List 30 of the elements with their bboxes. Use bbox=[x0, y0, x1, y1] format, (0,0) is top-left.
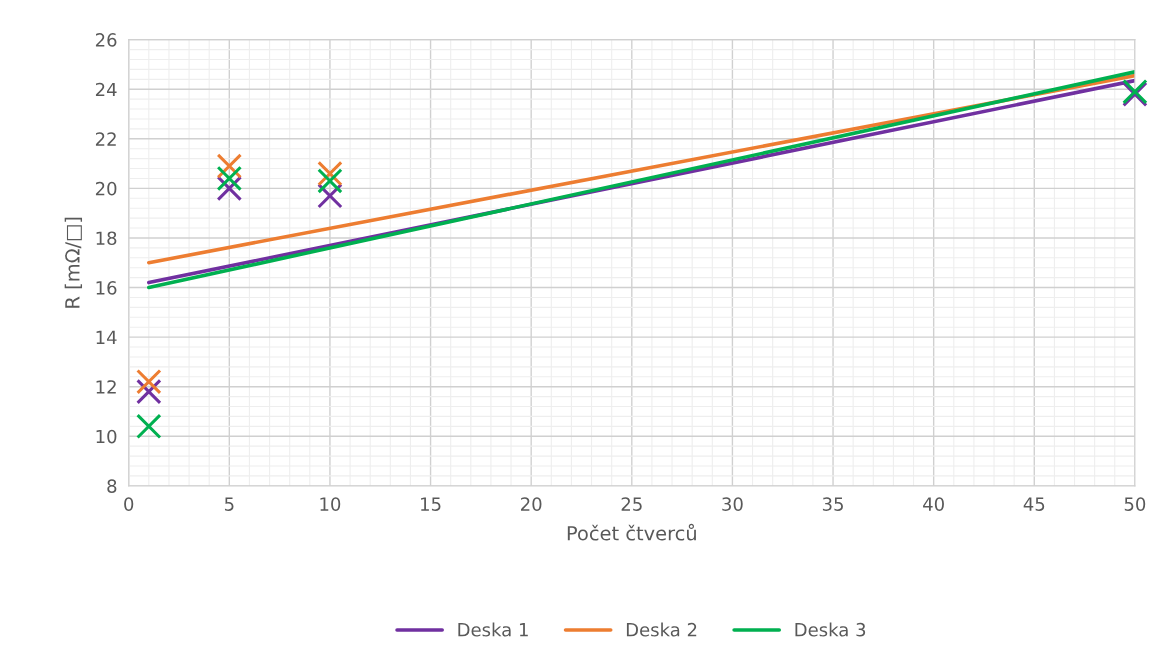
y-tick-label: 12 bbox=[96, 380, 116, 394]
x-tick-label: 25 bbox=[621, 497, 642, 511]
x-tick-label: 30 bbox=[722, 497, 743, 511]
x-tick-label: 0 bbox=[124, 497, 134, 511]
y-axis-title: R [mΩ/□] bbox=[64, 217, 83, 308]
x-tick-label: 15 bbox=[421, 497, 441, 511]
point bbox=[136, 369, 162, 395]
point bbox=[317, 168, 343, 194]
x-tick-label: 20 bbox=[521, 497, 542, 511]
y-tick-label: 20 bbox=[95, 181, 117, 196]
x-tick-label: 35 bbox=[822, 497, 843, 511]
x-tick-label: 45 bbox=[1023, 497, 1045, 511]
y-tick-label: 26 bbox=[95, 33, 117, 47]
y-tick-label: 24 bbox=[95, 82, 117, 97]
y-tick-label: 10 bbox=[96, 429, 117, 444]
y-tick-label: 18 bbox=[96, 231, 117, 246]
y-tick-label: 14 bbox=[96, 330, 117, 344]
x-tick-label: 10 bbox=[320, 497, 341, 511]
x-tick-label: 40 bbox=[923, 497, 944, 511]
y-tick-label: 22 bbox=[95, 132, 116, 146]
legend-label: Deska 1 bbox=[458, 622, 528, 637]
point bbox=[216, 165, 243, 192]
legend-label: Deska 2 bbox=[626, 622, 697, 637]
x-tick-label: 5 bbox=[224, 497, 234, 511]
y-tick-label: 16 bbox=[96, 280, 117, 295]
x-tick-label: 50 bbox=[1124, 497, 1146, 511]
legend-label: Deska 3 bbox=[795, 622, 866, 637]
x-axis-title: Počet čtverců bbox=[567, 523, 696, 541]
y-tick-label: 8 bbox=[107, 479, 117, 493]
point bbox=[136, 413, 162, 440]
